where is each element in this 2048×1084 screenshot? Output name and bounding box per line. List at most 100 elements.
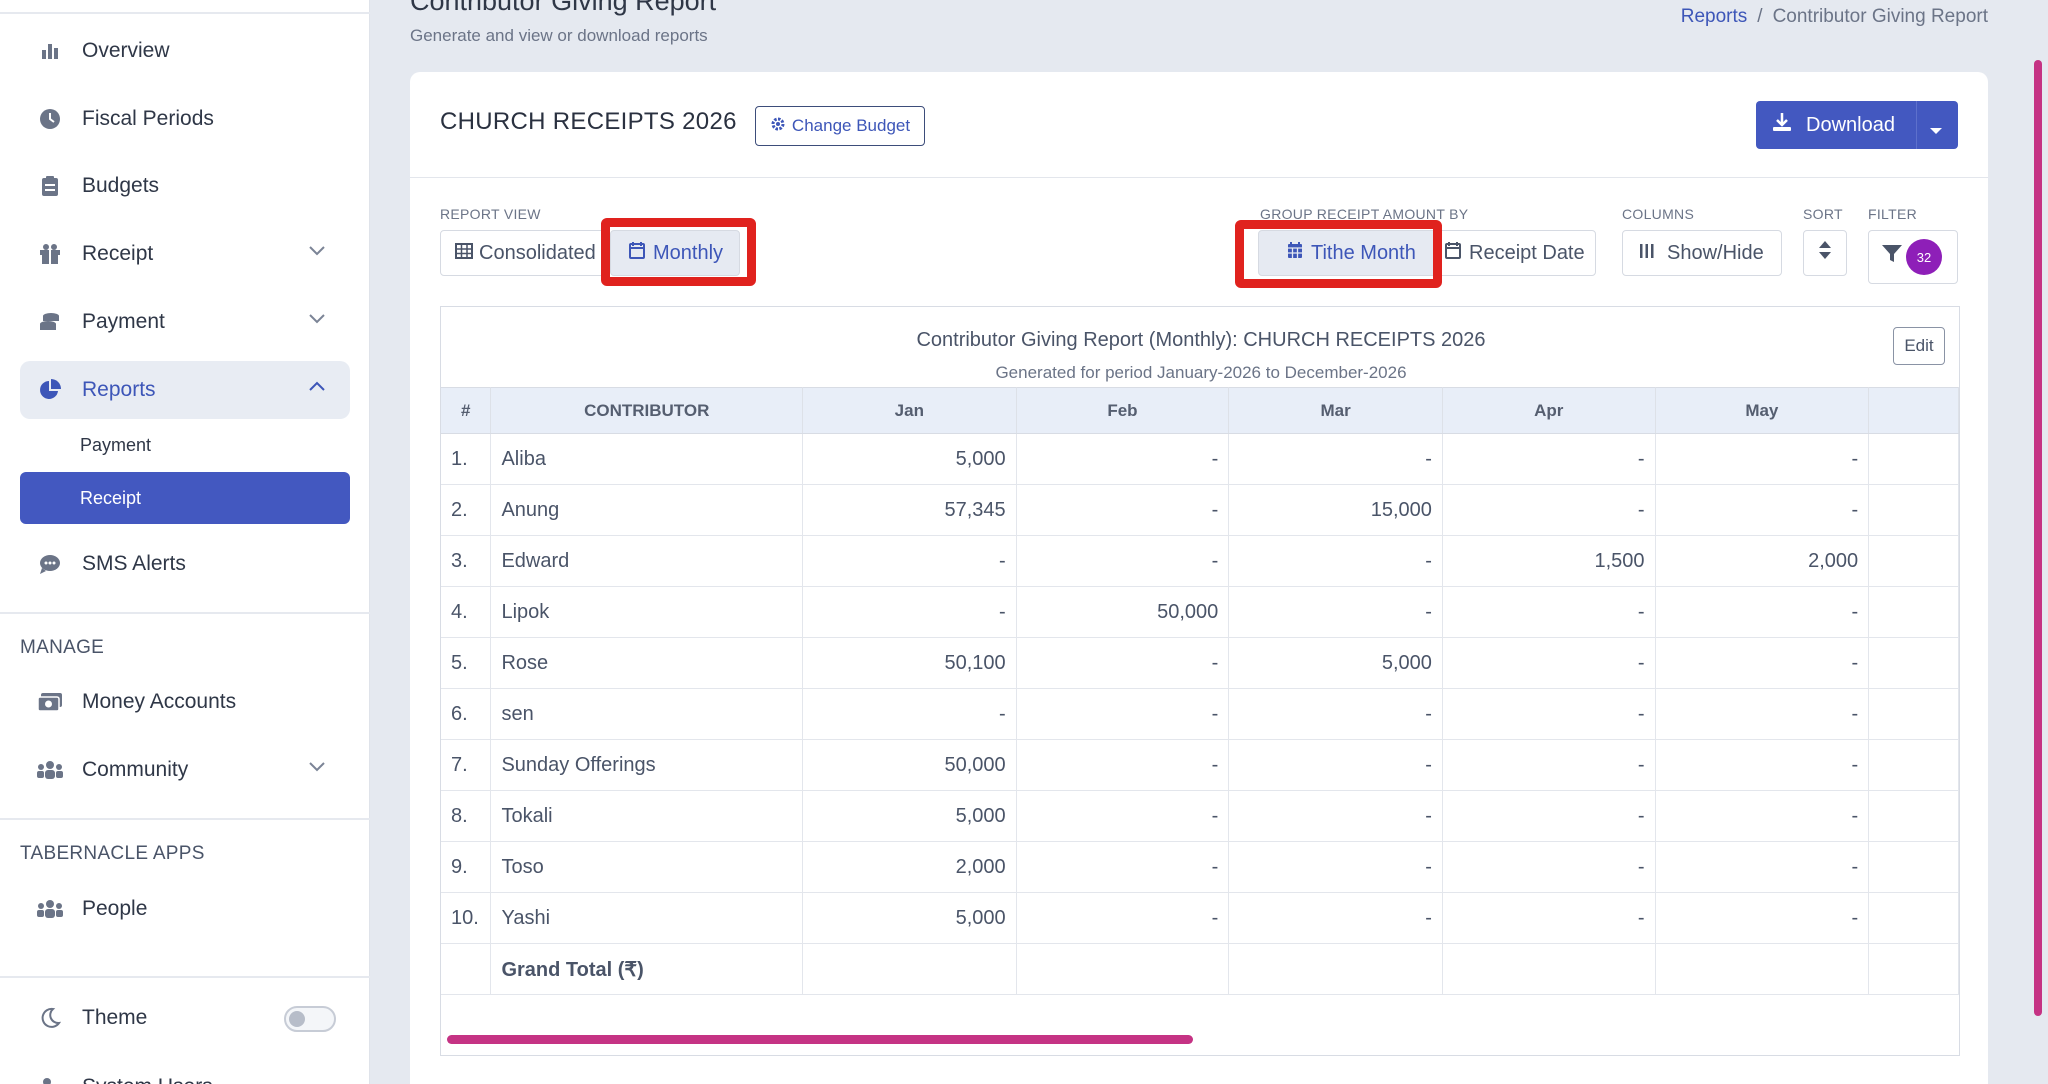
sidebar-item-people[interactable]: People [20, 880, 350, 938]
sidebar-item-budgets[interactable]: Budgets [20, 157, 350, 215]
grand-total-row: Grand Total (₹) [441, 943, 1959, 995]
change-budget-label: Change Budget [791, 116, 911, 135]
grand-total-label: Grand Total (₹) [490, 943, 803, 995]
tithe-month-button[interactable]: Tithe Month [1258, 230, 1438, 276]
overflow-cell [1868, 892, 1959, 944]
section-divider [0, 612, 370, 614]
table-row: 3. Edward - - -1,500 2,000 [441, 535, 1959, 587]
filter-button[interactable]: 32 [1868, 230, 1958, 284]
row-index: 6. [441, 688, 492, 740]
breadcrumb-link-reports[interactable]: Reports [1680, 6, 1748, 27]
edit-title-button[interactable]: Edit [1893, 327, 1945, 365]
vertical-scrollbar[interactable] [2034, 60, 2042, 1016]
sort-button[interactable] [1803, 230, 1847, 276]
show-hide-columns-button[interactable]: Show/Hide [1622, 230, 1782, 276]
section-divider [0, 818, 370, 820]
amount-cell: - [802, 688, 1017, 740]
contributor-name: Lipok [490, 586, 803, 638]
download-button[interactable]: Download [1756, 101, 1958, 149]
column-header[interactable]: CONTRIBUTOR [490, 387, 803, 434]
column-header[interactable]: # [441, 387, 492, 434]
amount-cell: 50,100 [802, 637, 1017, 689]
table-row: 6. sen - - - - - [441, 688, 1959, 740]
sidebar-item-fiscal-periods[interactable]: Fiscal Periods [20, 90, 350, 148]
amount-cell: - [1442, 688, 1656, 740]
download-icon [1772, 112, 1792, 138]
report-card: CHURCH RECEIPTS 2026 Change Budget Downl… [410, 72, 1988, 1084]
amount-cell: 1,500 [1442, 535, 1656, 587]
amount-cell: - [1655, 892, 1870, 944]
sidebar-item-money-accounts[interactable]: Money Accounts [20, 673, 350, 731]
contributor-name: Anung [490, 484, 803, 536]
receipt-date-button[interactable]: Receipt Date [1438, 230, 1596, 276]
amount-cell: - [1442, 841, 1656, 893]
overflow-cell [1868, 688, 1959, 740]
amount-cell: 5,000 [802, 892, 1017, 944]
amount-cell: - [1016, 688, 1230, 740]
grand-total-cell [441, 943, 492, 995]
amount-cell: - [1442, 892, 1656, 944]
column-header-overflow [1868, 387, 1959, 434]
amount-cell: 50,000 [1016, 586, 1230, 638]
filter-icon [1881, 244, 1903, 270]
sidebar-item-payment[interactable]: Payment [20, 293, 350, 351]
report-title: Contributor Giving Report (Monthly): CHU… [916, 329, 1486, 351]
pie-chart-icon [36, 376, 64, 404]
moon-icon [36, 1004, 64, 1032]
calendar-grid-icon [1287, 241, 1303, 265]
money-icon [36, 688, 64, 716]
amount-cell: 5,000 [802, 790, 1017, 842]
row-index: 9. [441, 841, 492, 893]
contributor-name: Aliba [490, 433, 803, 485]
amount-cell: - [1016, 841, 1230, 893]
monthly-button[interactable]: Monthly [610, 230, 740, 276]
contributor-name: Rose [490, 637, 803, 689]
group-by-label: GROUP RECEIPT AMOUNT BY [1260, 206, 1469, 222]
caret-down-icon[interactable] [1929, 119, 1943, 142]
column-header[interactable]: Mar [1228, 387, 1443, 434]
amount-cell: - [1228, 892, 1443, 944]
column-header[interactable]: May [1655, 387, 1870, 434]
column-header[interactable]: Jan [802, 387, 1017, 434]
amount-cell: 5,000 [802, 433, 1017, 485]
toggle-knob [289, 1011, 305, 1027]
sidebar-subitem-receipt[interactable]: Receipt [20, 472, 350, 524]
columns-label: COLUMNS [1622, 206, 1695, 222]
sidebar-item-overview[interactable]: Overview [20, 22, 350, 80]
amount-cell: - [1228, 790, 1443, 842]
sort-icon [1818, 239, 1832, 267]
sidebar-divider [0, 12, 370, 14]
sidebar-item-label: Receipt [82, 242, 154, 265]
horizontal-scrollbar[interactable] [447, 1035, 1193, 1044]
sidebar-item-label: Community [82, 758, 189, 781]
change-budget-button[interactable]: Change Budget [755, 106, 925, 146]
amount-cell: - [1442, 637, 1656, 689]
breadcrumb: Reports / Contributor Giving Report [1681, 6, 1988, 28]
amount-cell: - [1228, 841, 1443, 893]
sidebar-item-label: Payment [82, 310, 165, 333]
amount-cell: 15,000 [1228, 484, 1443, 536]
sidebar-item-reports[interactable]: Reports [20, 361, 350, 419]
column-header[interactable]: Feb [1016, 387, 1230, 434]
amount-cell: 5,000 [1228, 637, 1443, 689]
sidebar-item-community[interactable]: Community [20, 741, 350, 799]
sidebar-item-theme: Theme [20, 989, 350, 1047]
table-row: 1. Aliba 5,000- - - - [441, 433, 1959, 485]
table-row: 4. Lipok -50,000- - - [441, 586, 1959, 638]
amount-cell: - [1442, 586, 1656, 638]
report-period: Generated for period January-2026 to Dec… [995, 363, 1407, 382]
sidebar-subitem-payment[interactable]: Payment [20, 419, 350, 471]
column-header[interactable]: Apr [1442, 387, 1656, 434]
consolidated-button[interactable]: Consolidated [440, 230, 610, 276]
users-icon [36, 756, 64, 784]
sidebar-item-receipt[interactable]: Receipt [20, 225, 350, 283]
page-subtitle: Generate and view or download reports [410, 26, 708, 45]
users-cog-icon [36, 1073, 64, 1084]
filter-count-badge: 32 [1906, 239, 1942, 275]
theme-toggle[interactable] [284, 1006, 336, 1032]
contributor-name: Toso [490, 841, 803, 893]
sidebar-item-system-users[interactable]: System Users [20, 1058, 350, 1084]
amount-cell: - [802, 535, 1017, 587]
sidebar-item-label: System Users [82, 1075, 213, 1084]
sidebar-item-sms-alerts[interactable]: SMS Alerts [20, 535, 350, 593]
